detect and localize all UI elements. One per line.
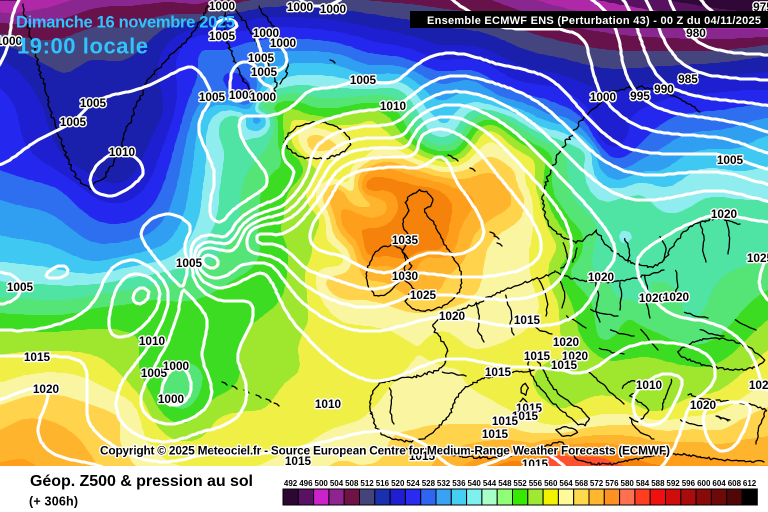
svg-text:1015: 1015 <box>522 457 549 471</box>
svg-text:580: 580 <box>621 479 635 488</box>
svg-text:492: 492 <box>284 479 298 488</box>
svg-text:1010: 1010 <box>109 145 136 159</box>
svg-text:1000: 1000 <box>158 392 185 406</box>
svg-text:Dimanche 16 novembre 2025: Dimanche 16 novembre 2025 <box>16 14 235 32</box>
svg-text:985: 985 <box>678 72 698 86</box>
svg-text:1030: 1030 <box>392 269 419 283</box>
svg-text:1020: 1020 <box>562 349 589 363</box>
svg-text:1005: 1005 <box>251 65 278 79</box>
svg-text:496: 496 <box>299 479 313 488</box>
svg-text:1015: 1015 <box>24 350 51 364</box>
svg-text:1015: 1015 <box>285 454 312 468</box>
svg-text:508: 508 <box>345 479 359 488</box>
svg-text:(+ 306h): (+ 306h) <box>29 495 78 509</box>
svg-text:588: 588 <box>651 479 665 488</box>
svg-text:544: 544 <box>483 479 497 488</box>
svg-text:576: 576 <box>605 479 619 488</box>
svg-text:1020: 1020 <box>553 335 580 349</box>
svg-text:990: 990 <box>654 82 674 96</box>
svg-text:980: 980 <box>686 26 706 40</box>
svg-text:1000: 1000 <box>320 2 347 16</box>
svg-text:1010: 1010 <box>315 397 342 411</box>
svg-text:1020: 1020 <box>711 207 738 221</box>
svg-text:572: 572 <box>590 479 604 488</box>
svg-text:1005: 1005 <box>199 90 226 104</box>
svg-text:600: 600 <box>697 479 711 488</box>
svg-text:1010: 1010 <box>636 378 663 392</box>
svg-text:516: 516 <box>376 479 390 488</box>
svg-text:596: 596 <box>682 479 696 488</box>
svg-text:19:00 locale: 19:00 locale <box>17 34 148 59</box>
svg-text:564: 564 <box>559 479 573 488</box>
svg-text:500: 500 <box>315 479 329 488</box>
svg-text:1005: 1005 <box>176 256 203 270</box>
svg-text:528: 528 <box>422 479 436 488</box>
svg-text:612: 612 <box>743 479 757 488</box>
svg-text:1015: 1015 <box>524 349 551 363</box>
svg-text:1020: 1020 <box>749 378 768 392</box>
svg-text:512: 512 <box>360 479 374 488</box>
svg-text:556: 556 <box>529 479 543 488</box>
svg-text:532: 532 <box>437 479 451 488</box>
svg-text:1000: 1000 <box>270 36 297 50</box>
svg-text:1000: 1000 <box>163 359 190 373</box>
svg-text:1010: 1010 <box>139 334 166 348</box>
svg-text:1015: 1015 <box>482 427 509 441</box>
svg-text:536: 536 <box>452 479 466 488</box>
svg-text:1015: 1015 <box>516 401 543 415</box>
svg-text:1020: 1020 <box>690 398 717 412</box>
svg-text:1020: 1020 <box>439 309 466 323</box>
svg-text:1005: 1005 <box>209 29 236 43</box>
svg-text:1000: 1000 <box>590 90 617 104</box>
svg-text:1000: 1000 <box>209 0 236 13</box>
svg-text:1005: 1005 <box>7 280 34 294</box>
svg-text:540: 540 <box>468 479 482 488</box>
svg-text:1005: 1005 <box>717 153 744 167</box>
svg-text:Géop. Z500 & pression au sol: Géop. Z500 & pression au sol <box>30 473 253 490</box>
svg-text:1000: 1000 <box>0 34 23 48</box>
svg-text:504: 504 <box>330 479 344 488</box>
svg-text:568: 568 <box>575 479 589 488</box>
svg-text:1000: 1000 <box>250 90 277 104</box>
svg-text:1015: 1015 <box>409 449 436 463</box>
svg-text:552: 552 <box>513 479 527 488</box>
svg-text:1005: 1005 <box>60 115 87 129</box>
svg-text:Copyright © 2025 Meteociel.fr: Copyright © 2025 Meteociel.fr - Source E… <box>100 444 670 458</box>
svg-text:1005: 1005 <box>248 51 275 65</box>
svg-text:1015: 1015 <box>492 414 519 428</box>
svg-text:1020: 1020 <box>33 382 60 396</box>
svg-text:548: 548 <box>498 479 512 488</box>
svg-text:1025: 1025 <box>410 288 437 302</box>
svg-text:1005: 1005 <box>350 73 377 87</box>
svg-text:1000: 1000 <box>229 88 256 102</box>
svg-text:1025: 1025 <box>747 251 768 265</box>
svg-text:995: 995 <box>630 89 650 103</box>
svg-text:608: 608 <box>728 479 742 488</box>
svg-text:1015: 1015 <box>551 358 578 372</box>
svg-text:1015: 1015 <box>512 409 539 423</box>
svg-text:1005: 1005 <box>141 366 168 380</box>
svg-text:524: 524 <box>406 479 420 488</box>
svg-text:1020: 1020 <box>663 290 690 304</box>
svg-text:604: 604 <box>712 479 726 488</box>
svg-text:1020: 1020 <box>588 270 615 284</box>
svg-text:Ensemble ECMWF ENS (Perturbat: Ensemble ECMWF ENS (Perturbation 43) - 0… <box>427 15 761 27</box>
svg-text:1035: 1035 <box>392 233 419 247</box>
svg-text:1000: 1000 <box>287 0 314 14</box>
svg-text:1000: 1000 <box>253 26 280 40</box>
svg-text:1015: 1015 <box>485 365 512 379</box>
svg-text:592: 592 <box>666 479 680 488</box>
svg-text:1020: 1020 <box>639 291 666 305</box>
svg-text:1010: 1010 <box>380 99 407 113</box>
svg-text:584: 584 <box>636 479 650 488</box>
svg-text:520: 520 <box>391 479 405 488</box>
svg-text:560: 560 <box>544 479 558 488</box>
svg-text:1005: 1005 <box>80 96 107 110</box>
svg-text:1015: 1015 <box>514 313 541 327</box>
